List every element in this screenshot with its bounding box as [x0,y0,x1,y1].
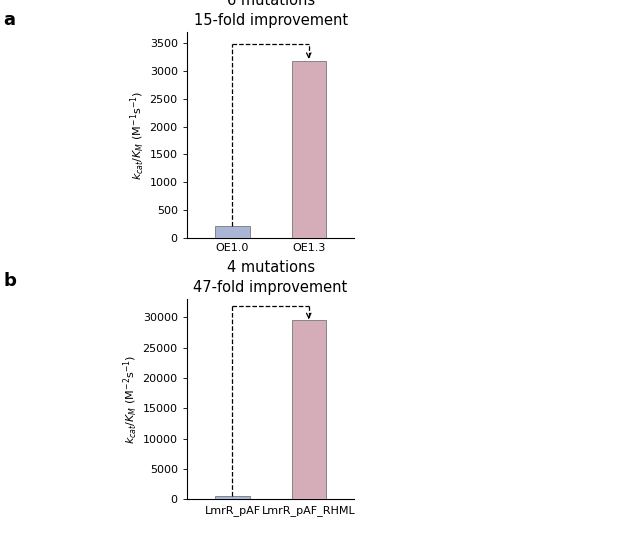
Bar [292,61,326,238]
Y-axis label: $k_{cat}/K_{M}$ (M$^{-1}$s$^{-1}$): $k_{cat}/K_{M}$ (M$^{-1}$s$^{-1}$) [128,90,147,179]
Title: 6 mutations
15-fold improvement: 6 mutations 15-fold improvement [194,0,348,28]
Text: b: b [3,272,16,290]
Title: 4 mutations
47-fold improvement: 4 mutations 47-fold improvement [194,260,348,295]
Bar [292,320,326,499]
Text: a: a [3,11,15,29]
Y-axis label: $k_{cat}/K_{M}$ (M$^{-2}$s$^{-1}$): $k_{cat}/K_{M}$ (M$^{-2}$s$^{-1}$) [122,355,140,444]
Bar [215,226,249,238]
Bar [215,496,249,499]
